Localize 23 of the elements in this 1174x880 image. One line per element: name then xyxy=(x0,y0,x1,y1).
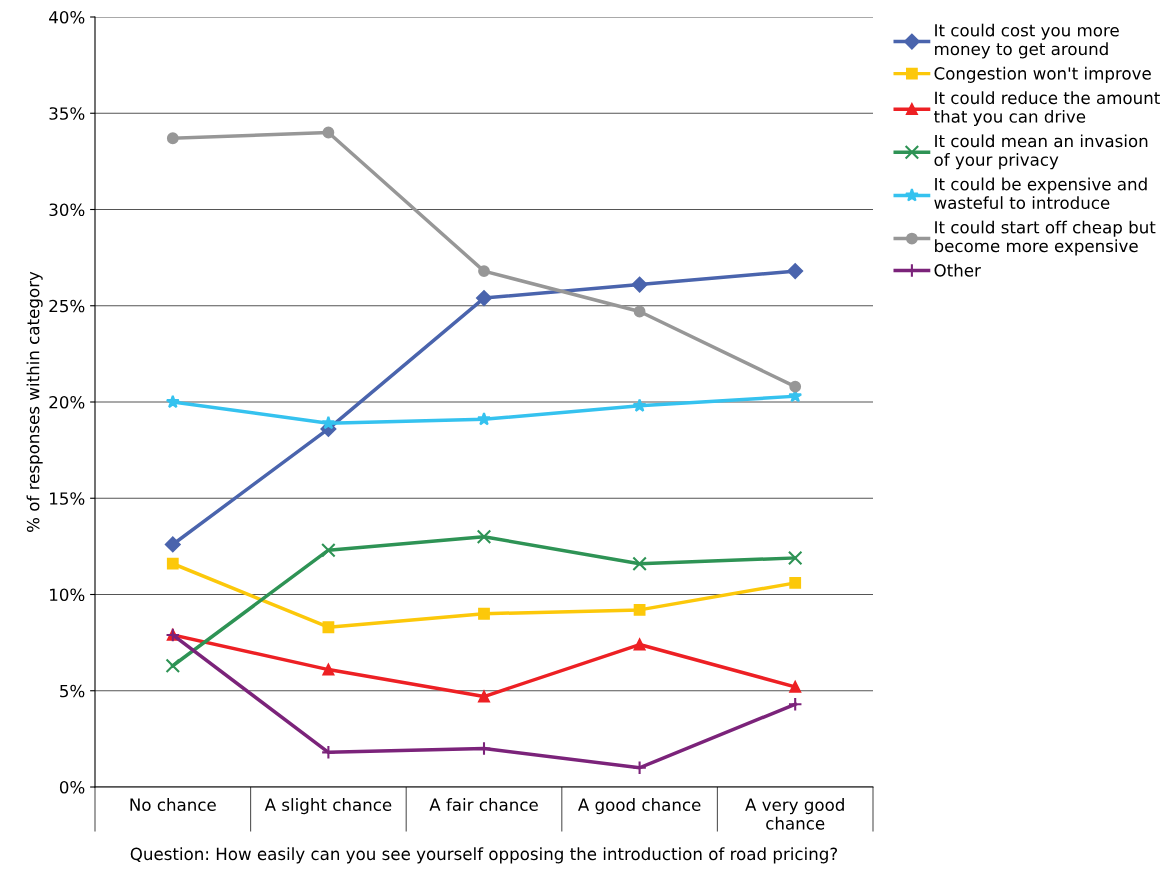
y-tick-label: 40% xyxy=(49,10,85,24)
x-tick-label: A fair chance xyxy=(429,798,538,812)
legend-label: It could start off cheap but become more expensive xyxy=(935,220,1156,256)
legend-label: Other xyxy=(934,263,981,277)
legend-label: It could mean an invasion of your privacy xyxy=(934,134,1148,170)
y-tick-label: 0% xyxy=(59,780,85,794)
y-tick-label: 30% xyxy=(49,203,85,217)
legend-label: It could reduce the amount that you can drive xyxy=(934,91,1160,127)
legend-label: It could cost you more money to get around xyxy=(935,23,1119,59)
x-tick-label: No chance xyxy=(130,798,216,812)
y-tick-label: 25% xyxy=(49,299,85,313)
legend-label: It could be expensive and wasteful to introduce xyxy=(934,177,1147,210)
y-tick-label: 5% xyxy=(60,684,85,698)
x-tick-label: A slight chance xyxy=(264,798,392,815)
legend-label: Congestion won't improve xyxy=(934,66,1151,83)
y-tick-label: 15% xyxy=(50,492,85,505)
y-tick-label: 35% xyxy=(49,107,85,120)
y-tick-label: 10% xyxy=(50,588,85,602)
y-axis-title: % of responses within category xyxy=(26,271,43,532)
x-tick-label: A good chance xyxy=(577,798,701,815)
y-tick-label: 20% xyxy=(49,395,85,409)
x-axis-title: Question: How easily can you see yourself opposing the introduction of road pricing? xyxy=(130,847,838,864)
x-tick-label: A very good chance xyxy=(745,798,844,830)
